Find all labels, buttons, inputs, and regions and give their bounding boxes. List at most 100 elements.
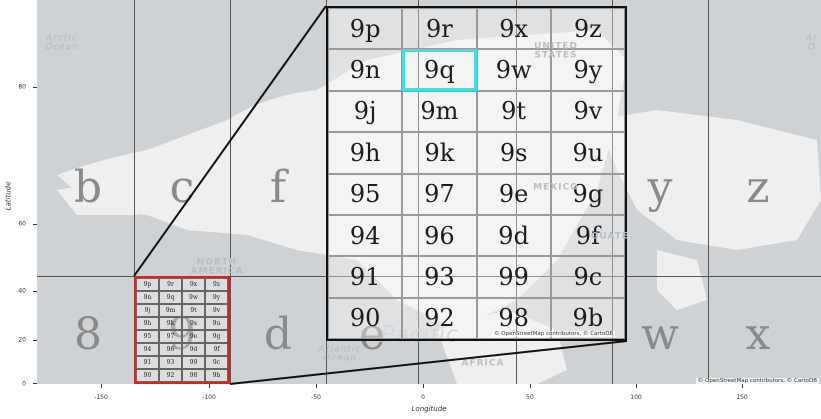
- africa-label: AFRICA: [461, 358, 505, 369]
- zoom-geohash-cell-97: 97: [402, 173, 477, 215]
- small-geohash-cell-9k: 9k: [159, 317, 182, 330]
- grid-line-v4: [418, 0, 419, 384]
- zoom-geohash-cell-96: 96: [402, 214, 477, 257]
- x-tick-minus150: -150: [94, 394, 108, 401]
- mexico-label: MEXICO: [533, 182, 579, 193]
- zoom-geohash-cell-9w: 9w: [476, 49, 551, 91]
- grid-line-v7: [708, 0, 709, 384]
- zoom-geohash-cell-9n: 9n: [328, 49, 403, 91]
- small-geohash-cell-9u: 9u: [205, 317, 228, 330]
- y-axis-label: Latitude: [4, 181, 13, 211]
- x-tickmark: [423, 384, 424, 388]
- small-geohash-cell-98: 98: [182, 369, 205, 382]
- small-geohash-cell-9h: 9h: [136, 317, 159, 330]
- small-geohash-cell-90: 90: [136, 369, 159, 382]
- zoom-geohash-cell-9b: 9b: [550, 297, 625, 339]
- map-attribution[interactable]: © OpenStreetMap contributors, © CartoDB: [695, 378, 819, 384]
- y-tickmark: [33, 383, 37, 384]
- x-tick-50: 50: [526, 394, 534, 401]
- geohash-letter-y: y: [647, 162, 673, 213]
- small-geohash-cell-9d: 9d: [182, 343, 205, 356]
- zoom-geohash-cell-9z: 9z: [550, 8, 625, 50]
- north-america-label: NORTH AMERICA: [190, 257, 244, 277]
- geohash-letter-c: c: [169, 162, 195, 213]
- grid-line-v5: [516, 0, 517, 384]
- arctic-ocean-right-label: Ar O: [806, 33, 818, 53]
- geohash-letter-w: w: [641, 309, 679, 360]
- geohash-selection-box: 9p 9r 9x 9z 9n 9q 9w 9y 9j 9m 9t 9v 9h 9k 9s 9u 95 97 9e 9g…: [134, 276, 230, 384]
- y-tick-60: 60: [18, 220, 26, 228]
- zoom-geohash-cell-9j: 9j: [328, 90, 403, 133]
- small-geohash-cell-9t: 9t: [182, 304, 205, 317]
- small-geohash-cell-91: 91: [136, 356, 159, 369]
- zoom-geohash-cell-9e: 9e: [476, 173, 551, 215]
- x-tick-0: 0: [421, 394, 425, 401]
- geohash-letter-d: d: [263, 309, 293, 360]
- geohash-letter-z: z: [746, 162, 770, 213]
- geohash-letter-f: f: [269, 162, 287, 213]
- zoom-geohash-cell-9p: 9p: [328, 8, 403, 50]
- grid-line-v6: [612, 0, 613, 384]
- x-tick-150: 150: [736, 394, 748, 401]
- y-tickmark: [33, 87, 37, 88]
- zoom-geohash-cell-99: 99: [476, 256, 551, 298]
- zoom-geohash-cell-9y: 9y: [550, 49, 625, 91]
- zoom-geohash-cell-9h: 9h: [328, 132, 403, 174]
- small-geohash-cell-9c: 9c: [205, 356, 228, 369]
- zoom-geohash-cell-94: 94: [328, 214, 403, 257]
- small-geohash-cell-9g: 9g: [205, 330, 228, 343]
- zoom-geohash-cell-9u: 9u: [550, 132, 625, 174]
- small-geohash-cell-97: 97: [159, 330, 182, 343]
- small-geohash-cell-9v: 9v: [205, 304, 228, 317]
- zoom-geohash-cell-9s: 9s: [476, 132, 551, 174]
- small-geohash-cell-9w: 9w: [182, 291, 205, 304]
- small-geohash-cell-95: 95: [136, 330, 159, 343]
- small-geohash-cell-9x: 9x: [182, 278, 205, 291]
- x-tick-minus50: -50: [311, 394, 321, 401]
- zoom-geohash-cell-90: 90: [328, 297, 403, 339]
- small-geohash-cell-9m: 9m: [159, 304, 182, 317]
- zoom-geohash-cell-9v: 9v: [550, 90, 625, 133]
- x-tickmark: [316, 384, 317, 388]
- map-plot[interactable]: [37, 0, 821, 384]
- y-tickmark: [33, 340, 37, 341]
- zoom-geohash-cell-9k: 9k: [402, 132, 477, 174]
- geohash-letter-b: b: [73, 162, 103, 213]
- geohash-letter-x: x: [745, 309, 771, 360]
- zoom-geohash-cell-9m: 9m: [402, 90, 477, 133]
- small-geohash-cell-93: 93: [159, 356, 182, 369]
- zoom-geohash-cell-93: 93: [402, 256, 477, 298]
- y-tick-80: 80: [18, 83, 26, 91]
- x-tickmark: [636, 384, 637, 388]
- x-tick-100: 100: [630, 394, 642, 401]
- zoom-geohash-cell-9x: 9x: [476, 8, 551, 50]
- small-geohash-cell-96: 96: [159, 343, 182, 356]
- atlantic-ocean-label: Atlantic Ocean: [318, 344, 362, 364]
- geohash-letter-8: 8: [74, 309, 102, 360]
- zoom-geohash-cell-9c: 9c: [550, 256, 625, 298]
- zoom-geohash-cell-95: 95: [328, 173, 403, 215]
- small-geohash-cell-9e: 9e: [182, 330, 205, 343]
- small-geohash-cell-9f: 9f: [205, 343, 228, 356]
- zoom-attribution[interactable]: © OpenStreetMap contributors, © CartoDB: [492, 331, 616, 337]
- small-geohash-cell-9s: 9s: [182, 317, 205, 330]
- small-geohash-cell-9y: 9y: [205, 291, 228, 304]
- x-tickmark: [209, 384, 210, 388]
- united-states-label: UNITED STATES: [534, 41, 578, 61]
- guatemala-label: GUATE: [591, 231, 629, 242]
- y-tickmark: [33, 291, 37, 292]
- zoom-geohash-cell-9q: 9q: [402, 49, 477, 92]
- small-geohash-cell-92: 92: [159, 369, 182, 382]
- small-geohash-cell-9j: 9j: [136, 304, 159, 317]
- x-tickmark: [742, 384, 743, 388]
- grid-line-v2: [230, 0, 231, 384]
- arctic-ocean-label: Arctic Ocean: [45, 33, 79, 53]
- zoom-geohash-cell-9f: 9f: [550, 214, 625, 257]
- zoom-geohash-cell-91: 91: [328, 256, 403, 298]
- zoom-geohash-cell-92: 92: [402, 297, 477, 339]
- small-geohash-cell-9q: 9q: [159, 291, 182, 304]
- small-geohash-cell-99: 99: [182, 356, 205, 369]
- y-tick-40: 40: [18, 287, 26, 295]
- y-tick-20: 20: [18, 336, 26, 344]
- geohash-zoom-inset: 9p 9r 9x 9z 9n 9q 9w 9y 9j 9m 9t 9v 9h 9k 9s 9u 95 97 9e 9g…: [326, 6, 627, 341]
